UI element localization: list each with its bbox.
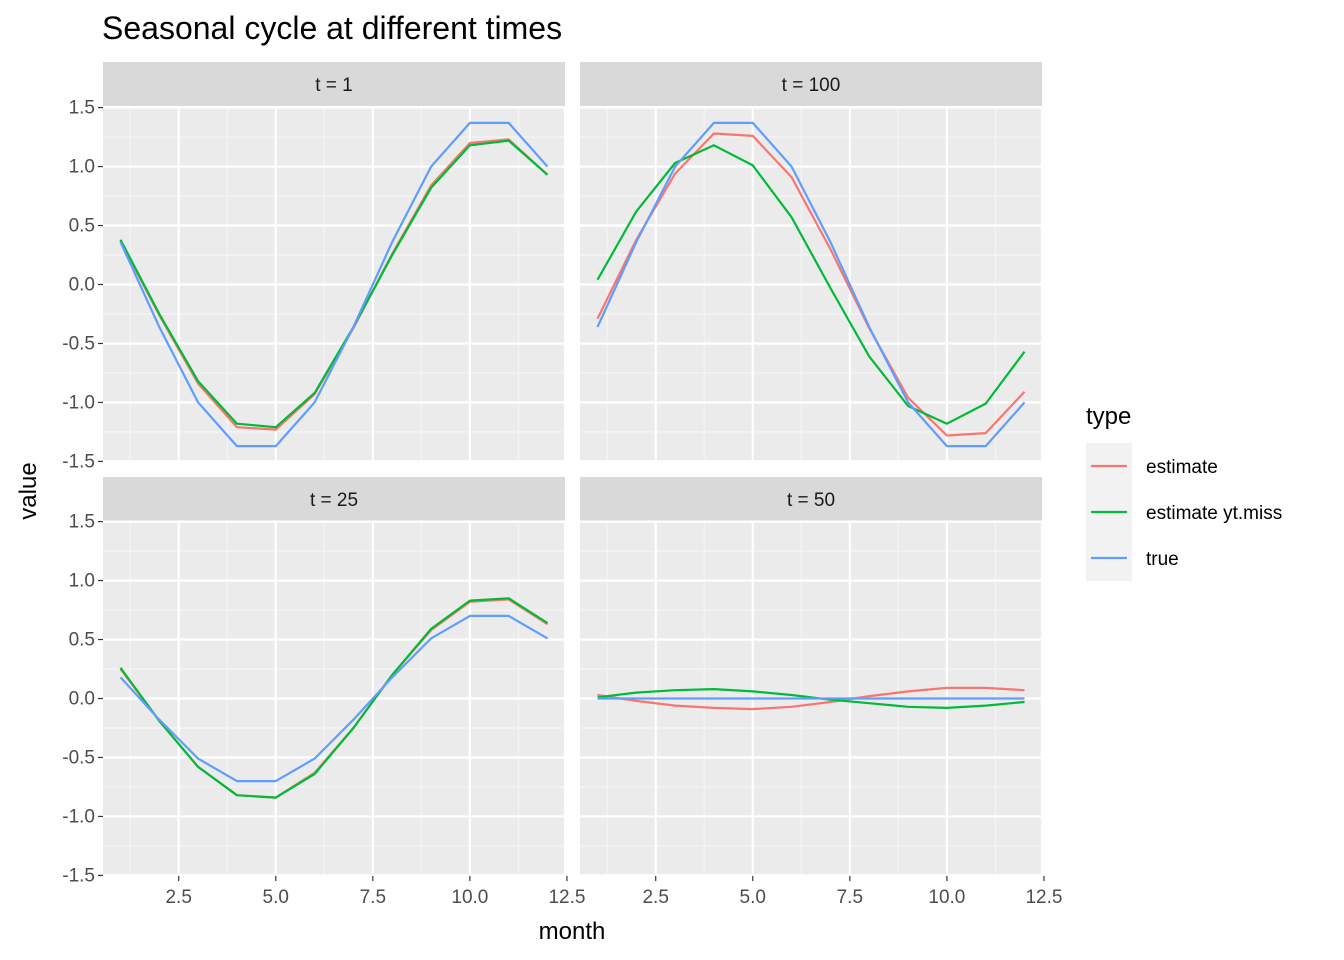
x-tick-label: 12.5: [548, 887, 585, 908]
panel: t = 1 -1.5 -1.0 -0.5 0.0 0.5 1.0 1.5: [62, 62, 567, 472]
x-tick-label: 5.0: [740, 887, 766, 908]
panel: t = 100: [580, 62, 1044, 463]
y-tick-label: 1.0: [69, 157, 95, 178]
series-line: [119, 139, 549, 429]
legend-label: true: [1146, 549, 1179, 570]
y-tick-label: 0.5: [69, 630, 95, 651]
series-line: [597, 687, 1025, 710]
panels: t = 1 -1.5 -1.0 -0.5 0.0 0.5 1.0 1.5 t = 100 t = …: [62, 62, 1062, 908]
panel-strip: [103, 62, 565, 106]
legend-label: estimate: [1146, 457, 1218, 478]
y-tick-label: -1.5: [62, 451, 95, 472]
panel-strip: [103, 477, 565, 521]
y-tick-label: -1.0: [62, 806, 95, 827]
panel-strip-label: t = 25: [310, 490, 358, 511]
series-line: [119, 597, 549, 799]
chart-title: Seasonal cycle at different times: [102, 10, 562, 46]
y-tick-label: 0.5: [69, 216, 95, 237]
panel-strip-label: t = 50: [787, 490, 835, 511]
y-tick-label: -1.0: [62, 392, 95, 413]
x-tick-label: 10.0: [451, 887, 488, 908]
series-line: [596, 132, 1026, 437]
series-line: [119, 614, 549, 783]
x-tick-label: 2.5: [642, 887, 668, 908]
y-tick-label: -1.5: [62, 865, 95, 886]
panel-strip: [580, 477, 1042, 521]
y-tick-label: 1.5: [69, 98, 95, 119]
legend-items: estimate estimate yt.miss true: [1086, 443, 1282, 581]
x-tick-label: 10.0: [928, 887, 965, 908]
panel-strip-label: t = 100: [782, 75, 841, 96]
panel-strip-label: t = 1: [315, 75, 353, 96]
legend-label: estimate yt.miss: [1146, 503, 1282, 524]
y-tick-label: -0.5: [62, 333, 95, 354]
x-tick-label: 12.5: [1025, 887, 1062, 908]
x-tick-label: 2.5: [165, 887, 191, 908]
y-tick-label: 0.0: [69, 689, 95, 710]
legend: type estimate estimate yt.miss true: [1086, 403, 1282, 581]
panel: t = 25 -1.5 -1.0 -0.5 0.0 0.5 1.0 1.5 2.5 5.0 7.5 1…: [62, 477, 585, 908]
series-line: [596, 121, 1026, 448]
legend-title: type: [1086, 403, 1131, 430]
x-tick-label: 7.5: [837, 887, 863, 908]
y-axis-title: value: [15, 462, 42, 519]
panel: t = 50 2.5 5.0 7.5 10.0 12.5: [580, 477, 1062, 908]
x-tick-label: 7.5: [360, 887, 386, 908]
y-tick-label: 1.5: [69, 512, 95, 533]
x-tick-label: 5.0: [263, 887, 289, 908]
y-tick-label: 0.0: [69, 275, 95, 296]
x-axis-title: month: [539, 918, 606, 945]
y-tick-label: 1.0: [69, 571, 95, 592]
series-line: [597, 686, 1025, 711]
panel-strip: [580, 62, 1042, 106]
series-line: [119, 121, 549, 448]
y-tick-label: -0.5: [62, 747, 95, 768]
series-line: [596, 144, 1026, 425]
